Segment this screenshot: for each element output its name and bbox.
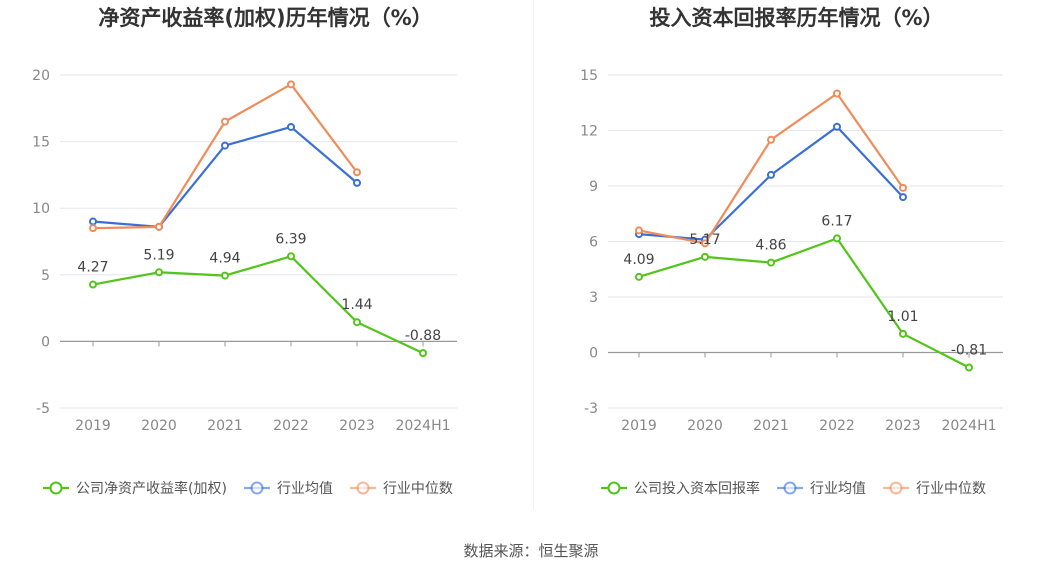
- data-point-2[interactable]: [221, 117, 229, 126]
- data-point-0[interactable]: [155, 268, 163, 277]
- data-point-2[interactable]: [767, 135, 775, 144]
- data-point-1[interactable]: [89, 217, 97, 226]
- y-tick-label: -3: [584, 401, 598, 417]
- x-tick-label: 2023: [885, 418, 921, 434]
- x-tick-label: 2020: [687, 418, 723, 434]
- data-point-0[interactable]: [701, 252, 709, 261]
- data-point-0[interactable]: [353, 318, 361, 327]
- series-line-0: [92, 255, 424, 355]
- data-label: 1.01: [887, 309, 918, 325]
- data-point-2[interactable]: [635, 226, 643, 235]
- panel-divider: [533, 0, 534, 510]
- data-label: 6.17: [821, 213, 852, 229]
- y-tick-label: 0: [589, 346, 598, 362]
- y-tick-label: 0: [41, 334, 50, 350]
- x-tick-label: 2020: [141, 418, 177, 434]
- data-point-0[interactable]: [767, 258, 775, 267]
- legend-label: 公司净资产收益率(加权): [76, 481, 227, 497]
- y-tick-label: 12: [580, 124, 598, 140]
- y-tick-label: 15: [580, 68, 598, 84]
- x-tick-label: 2023: [339, 418, 375, 434]
- data-point-2[interactable]: [287, 80, 295, 89]
- legend-item-0[interactable]: 公司投入资本回报率: [600, 478, 760, 498]
- data-point-2[interactable]: [833, 89, 841, 98]
- chart-title-roic: 投入资本回报率历年情况（%）: [649, 6, 944, 30]
- legend-item-0[interactable]: 公司净资产收益率(加权): [42, 478, 227, 498]
- data-label: 5.19: [143, 247, 174, 263]
- data-point-0[interactable]: [89, 280, 97, 289]
- chart-title-roe: 净资产收益率(加权)历年情况（%）: [98, 6, 433, 30]
- data-point-1[interactable]: [899, 193, 907, 202]
- x-tick-label: 2022: [819, 418, 855, 434]
- data-point-1[interactable]: [221, 141, 229, 150]
- data-point-1[interactable]: [353, 178, 361, 187]
- data-point-1[interactable]: [833, 122, 841, 131]
- roe-line-chart: -5 0 5 10 15 20 2019 2020 2021 2022 2023 2024H1 4.27…: [32, 68, 457, 434]
- data-label: 1.44: [341, 297, 372, 313]
- roic-legend: 公司投入资本回报率 行业均值 行业中位数: [600, 478, 1002, 498]
- y-tick-label: -5: [36, 401, 50, 417]
- data-point-1[interactable]: [767, 170, 775, 179]
- series-line-2: [92, 83, 358, 230]
- x-tick-label: 2019: [75, 418, 111, 434]
- legend-label: 行业中位数: [916, 481, 986, 497]
- data-label: 5.17: [689, 232, 720, 248]
- legend-line-marker-icon: [243, 481, 270, 495]
- y-tick-label: 10: [32, 201, 50, 217]
- legend-line-marker-icon: [43, 481, 69, 495]
- legend-item-2[interactable]: 行业中位数: [349, 478, 453, 498]
- data-point-0[interactable]: [899, 329, 907, 338]
- data-label: -0.88: [405, 328, 441, 344]
- data-point-2[interactable]: [155, 222, 163, 231]
- data-label: 6.39: [275, 231, 306, 247]
- roe-legend: 公司净资产收益率(加权) 行业均值 行业中位数: [42, 478, 469, 498]
- y-tick-label: 3: [589, 290, 598, 306]
- x-tick-label: 2022: [273, 418, 309, 434]
- data-point-0[interactable]: [635, 272, 643, 281]
- data-point-1[interactable]: [287, 122, 295, 131]
- legend-item-1[interactable]: 行业均值: [243, 478, 333, 498]
- legend-line-marker-icon: [601, 481, 627, 495]
- series-line-2: [638, 92, 904, 245]
- legend-item-2[interactable]: 行业中位数: [882, 478, 986, 498]
- legend-label: 公司投入资本回报率: [634, 481, 760, 497]
- roic-line-chart: -3 0 3 6 9 12 15 2019 2020 2021 2022 2023 2024H1 4.09…: [580, 68, 1003, 434]
- data-point-2[interactable]: [701, 239, 709, 248]
- data-point-2[interactable]: [899, 183, 907, 192]
- y-tick-label: 20: [32, 68, 50, 84]
- x-tick-label: 2021: [753, 418, 789, 434]
- data-point-0[interactable]: [221, 271, 229, 280]
- x-tick-label: 2024H1: [941, 418, 996, 434]
- data-point-0[interactable]: [965, 363, 973, 372]
- x-tick-label: 2019: [621, 418, 657, 434]
- data-point-0[interactable]: [419, 349, 427, 358]
- x-tick-label: 2024H1: [395, 418, 450, 434]
- data-point-0[interactable]: [287, 252, 295, 261]
- data-point-2[interactable]: [353, 168, 361, 177]
- data-label: -0.81: [951, 342, 987, 358]
- data-point-0[interactable]: [833, 234, 841, 243]
- legend-label: 行业均值: [276, 481, 333, 497]
- data-label: 4.27: [77, 260, 108, 276]
- y-tick-label: 15: [32, 135, 50, 151]
- data-label: 4.86: [755, 238, 786, 254]
- y-tick-label: 6: [589, 235, 598, 251]
- legend-label: 行业中位数: [382, 481, 453, 497]
- legend-line-marker-icon: [349, 481, 376, 495]
- legend-line-marker-icon: [777, 481, 803, 495]
- y-tick-label: 9: [589, 179, 598, 195]
- data-source-note: 数据来源：恒生聚源: [463, 542, 599, 560]
- series-line-0: [638, 237, 970, 369]
- y-tick-label: 5: [41, 268, 50, 284]
- legend-line-marker-icon: [883, 481, 909, 495]
- x-tick-label: 2021: [207, 418, 243, 434]
- data-label: 4.09: [623, 252, 654, 268]
- legend-label: 行业均值: [810, 481, 866, 497]
- legend-item-1[interactable]: 行业均值: [776, 478, 866, 498]
- data-label: 4.94: [209, 251, 240, 267]
- data-point-2[interactable]: [89, 224, 97, 233]
